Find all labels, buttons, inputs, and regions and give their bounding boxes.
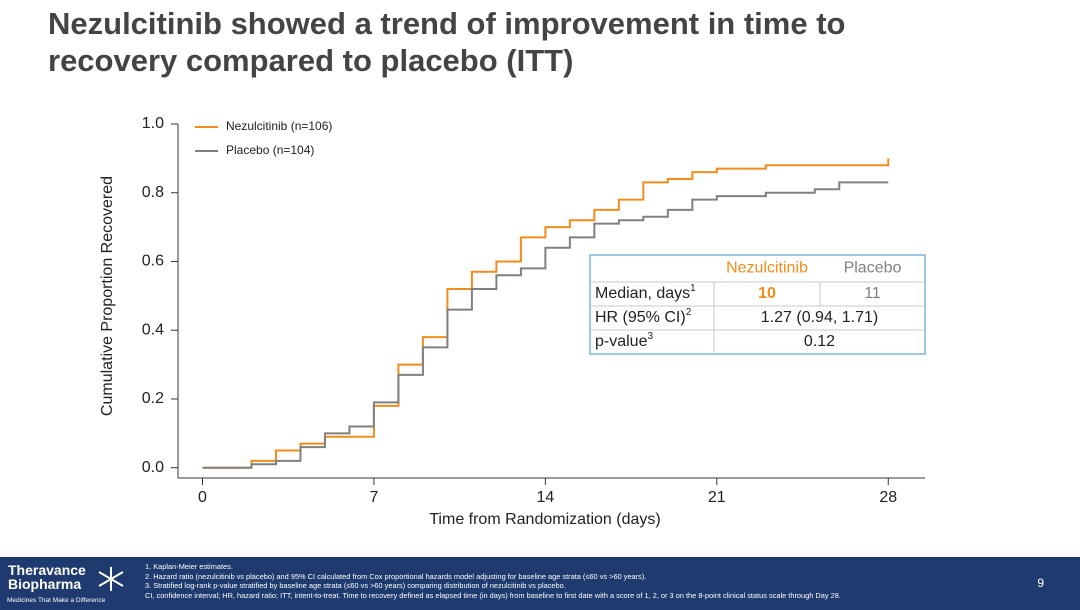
brand-line: Biopharma <box>8 576 82 592</box>
y-tick-label: 0.8 <box>142 184 164 201</box>
y-tick-label: 0.6 <box>142 253 164 270</box>
row-label: p-value3 <box>595 331 653 351</box>
table-cell: 1.27 (0.94, 1.71) <box>761 309 878 326</box>
brand: Theravance Biopharma <box>8 563 86 591</box>
y-axis-label: Cumulative Proportion Recovered <box>99 176 116 416</box>
footnote: 1. Kaplan-Meier estimates. <box>145 562 233 571</box>
table-cell: 10 <box>758 285 776 302</box>
km-curve <box>202 181 889 469</box>
table-box <box>589 254 926 355</box>
brand-line: Theravance <box>8 562 86 578</box>
table-header: Nezulcitinib <box>726 260 808 277</box>
row-label: HR (95% CI)2 <box>595 307 692 327</box>
table-cell: 11 <box>864 285 881 302</box>
x-tick-label: 7 <box>369 489 378 506</box>
x-tick-label: 28 <box>879 489 897 506</box>
page-number: 9 <box>1037 576 1044 590</box>
row-label-sup: 1 <box>690 283 696 294</box>
footer: Theravance Biopharma Medicines That Make … <box>0 557 1080 610</box>
table-cell: 0.12 <box>804 333 835 350</box>
y-tick-label: 0.2 <box>142 390 164 407</box>
y-tick-label: 1.0 <box>142 115 164 132</box>
x-tick-label: 14 <box>536 489 554 506</box>
logo-star <box>98 567 124 591</box>
x-axis-label: Time from Randomization (days) <box>429 511 660 528</box>
table-header: Placebo <box>844 260 902 277</box>
footnote: CI, confidence interval; HR, hazard rati… <box>145 590 841 600</box>
chart: Nezulcitinib showed a trend of improveme… <box>48 6 926 528</box>
row-label: Median, days1 <box>595 283 696 303</box>
y-tick-label: 0.4 <box>142 321 164 338</box>
slide-title: recovery compared to placebo (ITT) <box>48 43 573 78</box>
footnote: 3. Stratified log-rank p-value stratifie… <box>145 581 566 590</box>
row-label-sup: 3 <box>647 331 653 342</box>
row-label-sup: 2 <box>686 307 692 318</box>
footnotes: 1. Kaplan-Meier estimates. 2. Hazard rat… <box>145 562 841 600</box>
legend-label: Placebo (n=104) <box>226 143 314 157</box>
legend-label: Nezulcitinib (n=106) <box>226 119 332 133</box>
slide-title: Nezulcitinib showed a trend of improveme… <box>48 6 845 41</box>
row-label-text: p-value <box>595 333 648 350</box>
x-tick-label: 21 <box>708 489 726 506</box>
x-tick-label: 0 <box>198 489 207 506</box>
y-tick-label: 0.0 <box>142 459 164 476</box>
row-label-text: HR (95% CI) <box>595 309 686 326</box>
tagline: Medicines That Make a Difference <box>7 597 106 604</box>
footnote: 2. Hazard ratio (nezulcitinib vs placebo… <box>145 571 647 581</box>
row-label-text: Median, days <box>595 285 690 302</box>
